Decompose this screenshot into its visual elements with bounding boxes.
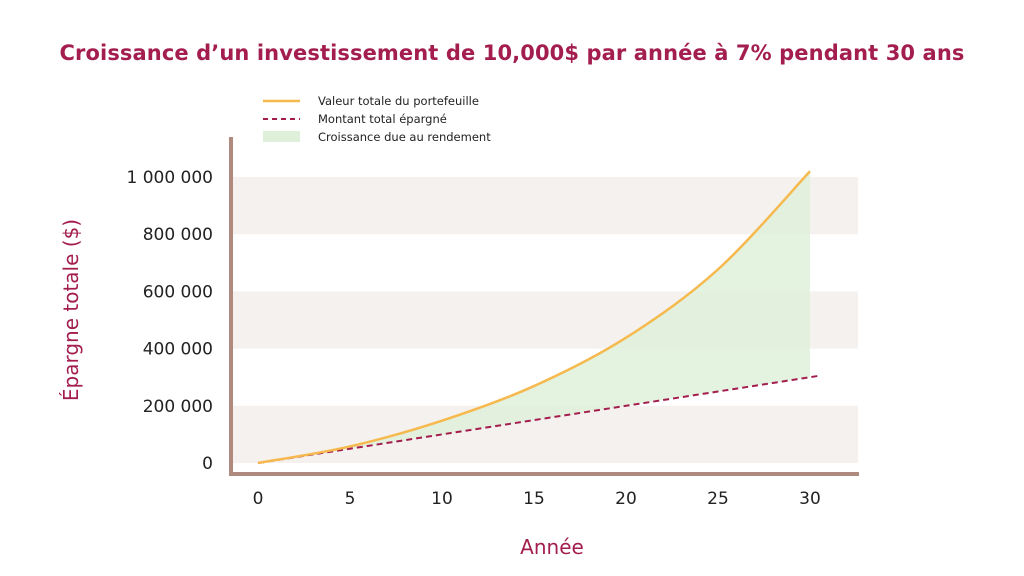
x-tick-label: 15 [523, 489, 545, 509]
chart-title: Croissance d’un investissement de 10,000… [59, 41, 965, 65]
x-tick-label: 0 [253, 489, 264, 509]
x-tick-label: 25 [707, 489, 729, 509]
axes [229, 137, 859, 476]
x-axis-title: Année [520, 535, 584, 559]
portfolio-line [257, 170, 811, 465]
growth-area [258, 171, 810, 463]
y-tick-label: 400 000 [143, 340, 213, 360]
area-layer [258, 171, 810, 463]
y-tick-label: 800 000 [143, 225, 213, 245]
y-tick-label: 600 000 [143, 282, 213, 302]
legend-label-growth: Croissance due au rendement [318, 130, 491, 144]
legend-swatch-growth [263, 131, 300, 142]
legend-label-portfolio: Valeur totale du portefeuille [318, 94, 479, 108]
x-tick-label: 5 [345, 489, 356, 509]
saved-line [257, 374, 822, 464]
tick-labels: 0 5 10 15 20 25 30 0 200 000 400 000 600 000 800 00… [126, 168, 820, 509]
x-tick-label: 20 [615, 489, 637, 509]
series-layer [257, 170, 822, 465]
y-tick-label: 1 000 000 [126, 168, 213, 188]
x-tick-label: 30 [799, 489, 821, 509]
legend: Valeur totale du portefeuille Montant to… [263, 94, 491, 144]
y-tick-label: 200 000 [143, 397, 213, 417]
legend-label-saved: Montant total épargné [318, 112, 447, 126]
y-axis-title: Épargne totale ($) [59, 219, 83, 401]
grid-band [233, 177, 858, 235]
x-tick-label: 10 [431, 489, 453, 509]
y-tick-label: 0 [202, 454, 213, 474]
